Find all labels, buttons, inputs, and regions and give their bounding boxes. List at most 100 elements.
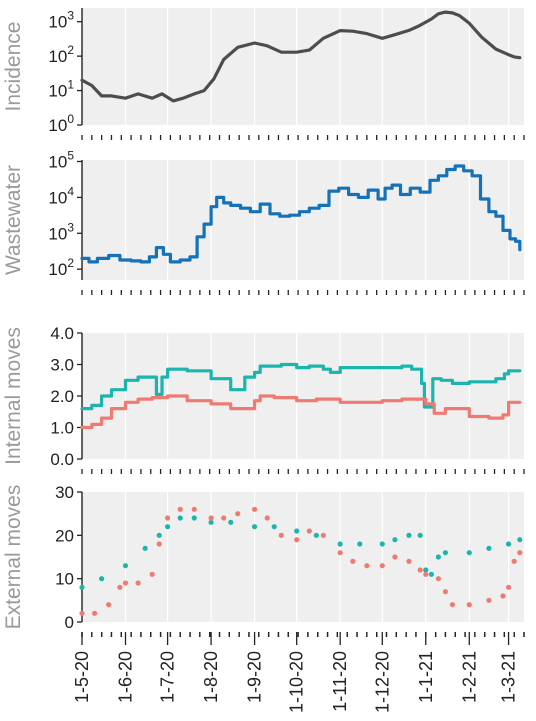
panel-background bbox=[82, 492, 524, 622]
data-point bbox=[278, 532, 284, 538]
data-point bbox=[505, 541, 512, 547]
data-point bbox=[406, 532, 412, 538]
data-point bbox=[164, 524, 171, 530]
data-point bbox=[379, 563, 385, 569]
data-point bbox=[122, 563, 129, 569]
x-tick-label: 1-12-20 bbox=[372, 651, 392, 713]
x-axis: 1-5-20 1-6-20 1-7-20 1-8-20 1-9-20 1-10-20 1-1… bbox=[72, 632, 525, 713]
data-point bbox=[271, 524, 277, 530]
data-point bbox=[357, 541, 363, 547]
y-tick-label: 104 bbox=[48, 184, 74, 207]
data-point bbox=[517, 550, 523, 556]
data-point bbox=[442, 550, 449, 556]
data-point bbox=[517, 537, 523, 543]
data-point bbox=[320, 532, 326, 538]
y-axis-label: Incidence bbox=[2, 22, 25, 112]
y-axis-label: Wastewater bbox=[2, 165, 25, 275]
data-point bbox=[435, 554, 442, 560]
y-tick-label: 4.0 bbox=[50, 324, 74, 343]
panel-background bbox=[82, 333, 524, 459]
y-tick-label: 20 bbox=[55, 526, 74, 545]
data-point bbox=[142, 545, 148, 551]
data-point bbox=[191, 515, 197, 521]
data-point bbox=[164, 515, 171, 521]
data-point bbox=[417, 532, 423, 538]
y-tick-label: 101 bbox=[48, 78, 74, 101]
data-point bbox=[106, 602, 112, 608]
data-point bbox=[500, 593, 506, 599]
data-point bbox=[417, 567, 423, 573]
y-tick-label: 2.0 bbox=[50, 387, 74, 406]
data-point bbox=[406, 558, 412, 564]
series-line-1 bbox=[80, 10, 522, 103]
data-point bbox=[208, 519, 214, 525]
x-tick-label: 1-8-20 bbox=[201, 651, 221, 703]
x-tick-label: 1-2-21 bbox=[459, 651, 479, 703]
data-point bbox=[392, 537, 398, 543]
y-tick-label: 10 bbox=[55, 570, 74, 589]
y-tick-label: 3.0 bbox=[50, 356, 74, 375]
panel-background bbox=[82, 8, 524, 125]
data-point bbox=[235, 511, 241, 517]
data-point bbox=[486, 545, 492, 551]
x-tick-label: 1-11-20 bbox=[330, 651, 350, 712]
y-tick-label: 103 bbox=[48, 9, 74, 32]
y-tick-label: 0.0 bbox=[50, 450, 74, 469]
data-point bbox=[135, 580, 141, 586]
data-point bbox=[99, 576, 105, 582]
series-line-1 bbox=[80, 362, 522, 411]
y-tick-label: 102 bbox=[48, 43, 74, 66]
x-tick-label: 1-7-20 bbox=[158, 651, 178, 703]
panel-1: 100 101 102 103 Incidence bbox=[2, 8, 525, 140]
y-tick-label: 0 bbox=[65, 613, 74, 632]
data-point bbox=[423, 567, 429, 573]
panel-2: 102 103 104 105 Wastewater bbox=[2, 148, 525, 295]
data-point bbox=[191, 506, 197, 512]
y-tick-label: 100 bbox=[48, 112, 74, 135]
data-point bbox=[79, 584, 85, 590]
data-point bbox=[156, 541, 162, 547]
data-point bbox=[117, 584, 123, 590]
data-point bbox=[208, 515, 214, 521]
data-point bbox=[92, 610, 98, 616]
panel-4: 0 10 20 30 External moves bbox=[2, 483, 525, 637]
x-tick-label: 1-10-20 bbox=[287, 651, 307, 713]
data-point bbox=[442, 589, 449, 595]
data-point bbox=[511, 558, 517, 564]
data-point bbox=[221, 515, 227, 521]
y-tick-label: 102 bbox=[48, 256, 74, 279]
data-point bbox=[449, 602, 456, 608]
data-point bbox=[466, 602, 472, 608]
data-point bbox=[177, 515, 183, 521]
data-point bbox=[350, 558, 356, 564]
panel-background bbox=[82, 160, 524, 280]
data-point bbox=[428, 571, 434, 577]
data-point bbox=[313, 532, 319, 538]
data-point bbox=[122, 580, 129, 586]
data-point bbox=[435, 576, 442, 582]
x-tick-label: 1-5-20 bbox=[72, 651, 92, 703]
data-point bbox=[392, 554, 398, 560]
data-point bbox=[251, 524, 258, 530]
panel-3: 0.0 1.0 2.0 3.0 4.0 Internal moves bbox=[2, 324, 525, 474]
x-tick-label: 1-9-20 bbox=[245, 651, 265, 703]
x-tick-label: 1-1-21 bbox=[416, 651, 436, 703]
data-point bbox=[364, 563, 370, 569]
data-point bbox=[251, 506, 258, 512]
y-axis-label: External moves bbox=[2, 485, 25, 630]
data-point bbox=[156, 532, 162, 538]
y-tick-label: 30 bbox=[55, 483, 74, 502]
x-tick-label: 1-3-21 bbox=[499, 651, 519, 703]
series-line-2 bbox=[80, 394, 522, 430]
series-line-1 bbox=[80, 164, 522, 264]
y-tick-label: 103 bbox=[48, 220, 74, 243]
data-point bbox=[337, 550, 343, 556]
data-point bbox=[486, 597, 492, 603]
x-tick-label: 1-6-20 bbox=[115, 651, 135, 703]
data-point bbox=[264, 515, 270, 521]
y-axis-label: Internal moves bbox=[2, 327, 25, 465]
data-point bbox=[228, 519, 234, 525]
data-point bbox=[379, 541, 385, 547]
data-point bbox=[294, 528, 300, 534]
